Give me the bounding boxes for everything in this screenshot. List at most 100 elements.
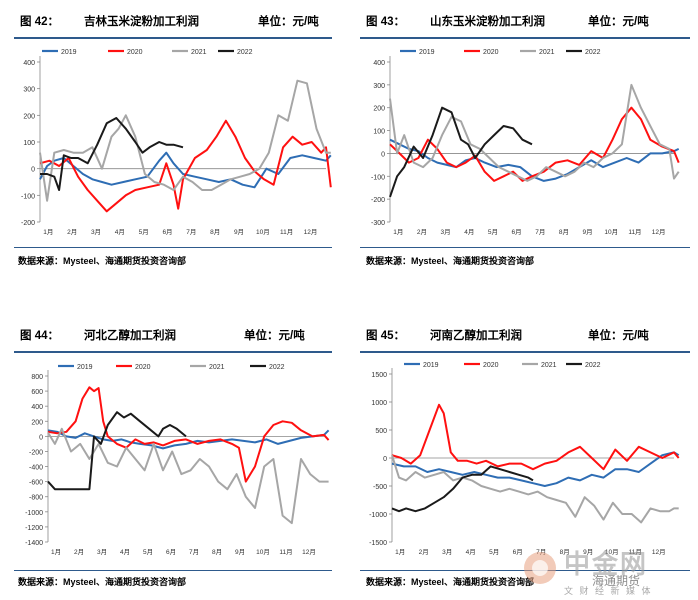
x-tick-label: 10月: [256, 548, 270, 556]
x-tick-label: 12月: [652, 548, 666, 556]
series-line-2020: [39, 119, 332, 213]
x-tick-label: 12月: [302, 548, 316, 556]
series-line-2020: [391, 403, 680, 471]
legend-label-2020: 2020: [127, 49, 143, 56]
chart-title: 山东玉米淀粉加工利润: [430, 16, 545, 28]
y-tick-label: 400: [373, 60, 385, 67]
legend-label-2021: 2021: [541, 362, 557, 369]
y-tick-label: 800: [31, 374, 43, 381]
x-tick-label: 9月: [235, 548, 245, 556]
y-tick-label: 100: [23, 140, 35, 147]
y-tick-label: -1000: [25, 510, 43, 517]
x-tick-label: 7月: [535, 228, 545, 236]
figure-number: 图 45：: [366, 330, 405, 342]
source-note: 数据来源：Mysteel、海通期货投资咨询部: [366, 256, 535, 266]
x-tick-label: 7月: [189, 548, 199, 556]
x-tick-label: 8月: [559, 228, 569, 236]
x-tick-label: 5月: [489, 548, 499, 556]
series-line-2020: [389, 106, 680, 182]
series-line-2019: [47, 429, 330, 450]
y-tick-label: -1000: [369, 512, 387, 519]
x-tick-label: 9月: [583, 548, 593, 556]
x-tick-label: 11月: [280, 228, 293, 236]
legend-label-2021: 2021: [539, 49, 555, 56]
y-tick-label: -1200: [25, 525, 43, 532]
series-line-2020: [47, 386, 330, 483]
series-line-2022: [389, 106, 533, 198]
series-line-2021: [39, 79, 331, 202]
x-tick-label: 8月: [212, 548, 222, 556]
chart-hebei-ethanol: -1400 -1200 -1000 -800 -600 -400 -200 0 200 400 60…: [25, 364, 330, 556]
legend-label-2019: 2019: [77, 364, 93, 371]
x-tick-label: 4月: [464, 228, 474, 236]
figure-number: 图 43：: [366, 16, 405, 28]
y-tick-label: 0: [39, 434, 43, 441]
x-tick-label: 8月: [560, 548, 570, 556]
title-rule: [14, 37, 332, 39]
legend-label-2022: 2022: [237, 49, 253, 56]
y-tick-label: -1400: [25, 540, 43, 547]
y-tick-label: -200: [21, 220, 35, 227]
x-tick-label: 4月: [120, 548, 130, 556]
chart-title: 河南乙醇加工利润: [430, 330, 522, 342]
x-tick-label: 7月: [536, 548, 546, 556]
x-tick-label: 4月: [115, 228, 125, 236]
unit-label: 单位：元/吨: [588, 16, 649, 28]
y-tick-label: 300: [373, 83, 385, 90]
y-tick-label: 0: [383, 456, 387, 463]
chart-title: 河北乙醇加工利润: [84, 330, 176, 342]
y-tick-label: -300: [371, 220, 385, 227]
y-tick-label: -600: [29, 480, 43, 487]
series-line-2022: [47, 411, 187, 491]
panel-42-title-row: 图 42： 吉林玉米淀粉加工利润: [20, 13, 199, 29]
source-rule: [14, 570, 332, 571]
chart-henan-ethanol: -1500 -1000 -500 0 500 1000 1500 1月 2月 3月 4月 5月 6月 7月…: [369, 362, 680, 556]
y-tick-label: 500: [375, 428, 387, 435]
x-tick-label: 11月: [629, 548, 642, 556]
chart-jilin-corn-starch: -200 -100 0 100 200 300 400 1月 2月 3月 4月 5月 6月 7月 8月 9月 1…: [21, 49, 332, 236]
watermark-sub: 海通期货: [592, 574, 641, 588]
chart-shandong-corn-starch: -300 -200 -100 0 100 200 300 400 1月 2月 3月 4月 5月 6月 7月 8…: [371, 49, 680, 236]
figure-number: 图 44：: [20, 330, 59, 342]
x-tick-label: 3月: [441, 228, 451, 236]
y-tick-label: -800: [29, 495, 43, 502]
series-line-2019: [389, 138, 680, 182]
x-tick-label: 6月: [166, 548, 176, 556]
x-tick-label: 2月: [419, 548, 429, 556]
x-tick-label: 5月: [139, 228, 149, 236]
series-line-2021: [389, 83, 680, 182]
x-tick-label: 11月: [628, 228, 641, 236]
x-tick-label: 2月: [74, 548, 84, 556]
x-tick-label: 1月: [395, 548, 405, 556]
unit-label: 单位：元/吨: [588, 330, 649, 342]
y-tick-label: 200: [23, 113, 35, 120]
series-line-2019: [39, 151, 332, 189]
legend-label-2021: 2021: [191, 49, 207, 56]
x-tick-label: 6月: [512, 228, 522, 236]
watermark-tagline: 文 财 经 新 媒 体: [564, 586, 653, 596]
legend-label-2020: 2020: [135, 364, 151, 371]
y-tick-label: 600: [31, 389, 43, 396]
x-tick-label: 2月: [67, 228, 77, 236]
unit-label: 单位：元/吨: [244, 330, 305, 342]
y-tick-label: -100: [21, 193, 35, 200]
y-tick-label: -200: [29, 449, 43, 456]
x-tick-label: 12月: [304, 228, 318, 236]
series-line-2022: [391, 465, 534, 513]
legend-label-2022: 2022: [585, 362, 601, 369]
y-tick-label: 1500: [371, 372, 387, 379]
figure-number: 图 42：: [20, 16, 59, 28]
series-line-2022: [40, 117, 184, 191]
unit-label: 单位：元/吨: [258, 16, 319, 28]
legend-label-2020: 2020: [483, 49, 499, 56]
y-tick-label: 200: [31, 419, 43, 426]
legend-label-2020: 2020: [483, 362, 499, 369]
panel-45-title-row: 图 45： 河南乙醇加工利润: [366, 327, 522, 343]
x-tick-label: 10月: [256, 228, 270, 236]
x-tick-label: 7月: [186, 228, 196, 236]
title-rule: [14, 351, 332, 353]
legend-label-2022: 2022: [269, 364, 285, 371]
y-tick-label: 300: [23, 87, 35, 94]
source-note: 数据来源：Mysteel、海通期货投资咨询部: [18, 577, 187, 587]
y-tick-label: 1000: [371, 400, 387, 407]
